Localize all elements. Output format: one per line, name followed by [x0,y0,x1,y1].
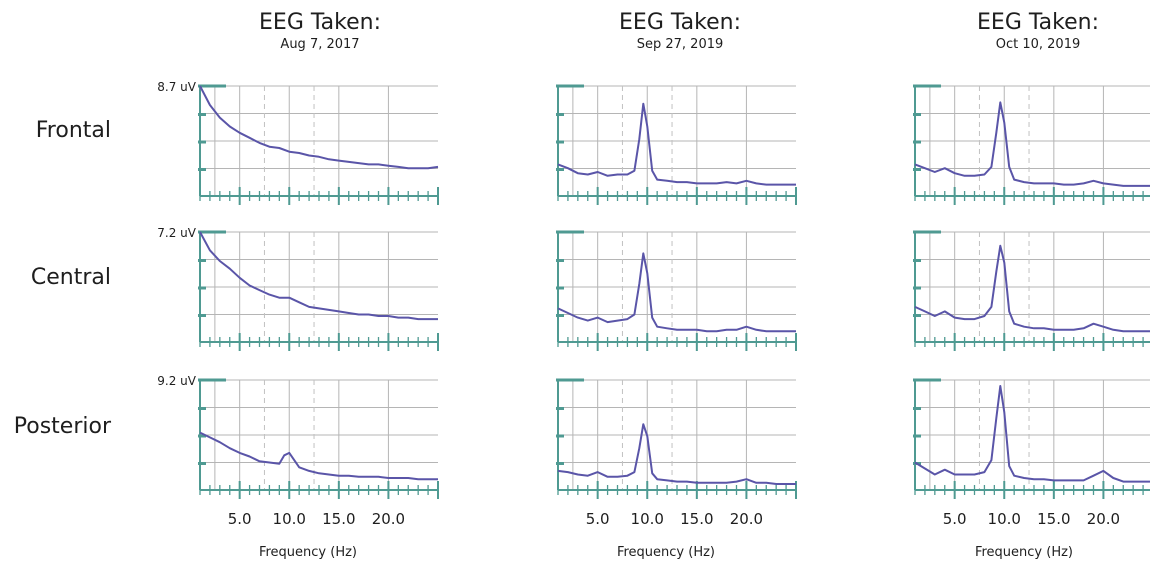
series-line [199,231,438,321]
x-tick-label: 20.0 [372,510,405,528]
series-line [914,385,1150,483]
row-label-frontal: Frontal [35,118,111,143]
column-title-text: EEG Taken: [619,10,741,35]
x-tick-label: 20.0 [730,510,763,528]
column-title-2: EEG Taken: Sep 27, 2019 [560,10,800,54]
y-max-label: 9.2 uV [157,374,197,388]
x-axis-title-3: Frequency (Hz) [974,545,1074,560]
row-label-posterior: Posterior [13,414,111,439]
x-tick-label: 10.0 [988,510,1021,528]
column-date: Aug 7, 2017 [280,37,360,52]
column-title-3: EEG Taken: Oct 10, 2019 [918,10,1150,54]
series-line [914,101,1150,187]
x-axis-title-2: Frequency (Hz) [616,545,716,560]
x-tick-label: 20.0 [1087,510,1120,528]
series-line [557,252,796,333]
x-tick-label: 5.0 [943,510,967,528]
series-line [199,85,439,170]
row-label-central: Central [30,265,111,290]
x-tick-label: 15.0 [1037,510,1070,528]
x-tick-label: 15.0 [322,510,355,528]
column-title-text: EEG Taken: [259,10,381,35]
x-tick-label: 10.0 [273,510,306,528]
series-line [199,431,438,481]
column-date: Oct 10, 2019 [995,37,1081,52]
y-max-label: 8.7 uV [157,80,197,94]
series-line [557,102,796,186]
column-title-text: EEG Taken: [977,10,1099,35]
x-tick-label: 5.0 [586,510,610,528]
x-tick-label: 15.0 [680,510,713,528]
series-line [557,423,796,485]
y-max-label: 7.2 uV [157,226,197,240]
series-line [914,244,1150,333]
x-tick-label: 10.0 [631,510,664,528]
x-axis-title-1: Frequency (Hz) [258,545,358,560]
x-tick-label: 5.0 [228,510,252,528]
column-title-1: EEG Taken: Aug 7, 2017 [200,10,440,54]
column-date: Sep 27, 2019 [636,37,724,52]
